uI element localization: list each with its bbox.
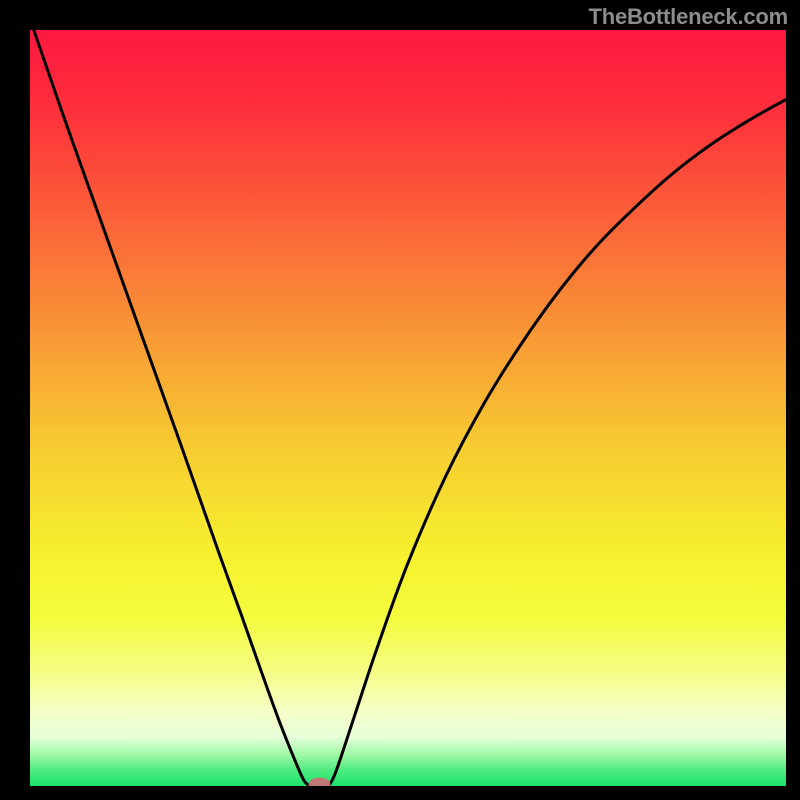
- gradient-background: [30, 30, 786, 786]
- plot-area: [30, 30, 786, 786]
- chart-svg: [30, 30, 786, 786]
- chart-frame: TheBottleneck.com: [0, 0, 800, 800]
- watermark-text: TheBottleneck.com: [588, 4, 788, 30]
